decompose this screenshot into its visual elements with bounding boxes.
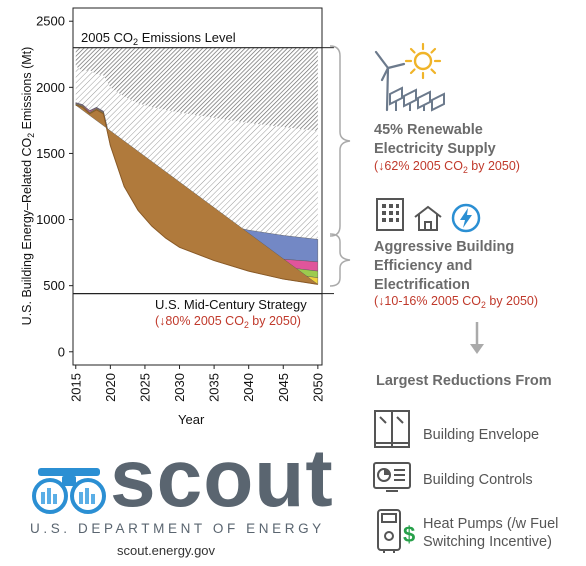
- heat-pumps-label-2: Switching Incentive): [423, 534, 552, 550]
- building-heading-2: Efficiency and: [374, 258, 473, 274]
- renewable-heading-1: 45% Renewable: [374, 122, 483, 138]
- bracket-renewable: [329, 45, 351, 237]
- y-tick-label: 0: [58, 344, 65, 359]
- svg-text:$: $: [403, 522, 415, 547]
- logo-org: U.S. DEPARTMENT OF ENERGY: [30, 521, 325, 536]
- building-heading-1: Aggressive Building: [374, 239, 515, 255]
- y-tick-label: 1000: [36, 212, 65, 227]
- x-tick-label: 2035: [207, 373, 222, 402]
- x-tick-label: 2025: [137, 373, 152, 402]
- controls-icon: [373, 462, 411, 492]
- x-tick-label: 2030: [172, 373, 187, 402]
- building-envelope-label: Building Envelope: [423, 427, 540, 443]
- y-tick-label: 2000: [36, 80, 65, 95]
- binoculars-logo-icon: [32, 468, 106, 514]
- heat-pumps-label-1: Heat Pumps (/w Fuel: [423, 516, 559, 532]
- logo-url: scout.energy.gov: [117, 543, 216, 558]
- x-tick-label: 2040: [241, 373, 256, 402]
- wind-turbine-icon: [374, 50, 406, 112]
- renewable-reduction: (↓62% 2005 CO2 by 2050): [374, 159, 520, 175]
- x-tick-label: 2020: [103, 373, 118, 402]
- y-axis-label: U.S. Building Energy–Related CO2 Emissio…: [20, 46, 36, 326]
- baseline-line: [75, 104, 318, 285]
- window-icon: [374, 410, 410, 448]
- bracket-building: [329, 233, 351, 287]
- house-icon: [414, 205, 442, 231]
- ref-midcentury-label: U.S. Mid-Century Strategy: [155, 297, 307, 312]
- x-tick-label: 2045: [276, 373, 291, 402]
- x-axis-label: Year: [178, 412, 205, 427]
- largest-reductions-heading: Largest Reductions From: [376, 373, 552, 389]
- x-tick-label: 2015: [68, 373, 83, 402]
- y-tick-label: 500: [43, 278, 65, 293]
- plot-frame: [72, 7, 323, 366]
- electricity-bolt-icon: [451, 203, 481, 233]
- sun-icon: [404, 42, 442, 80]
- renewable-heading-2: Electricity Supply: [374, 141, 496, 157]
- ref-2005-label: 2005 CO2 Emissions Level: [81, 30, 236, 47]
- x-tick-label: 2050: [310, 373, 325, 402]
- y-tick-label: 1500: [36, 146, 65, 161]
- logo-wordmark: scout: [110, 433, 334, 524]
- ref-midcentury-sub: (↓80% 2005 CO2 by 2050): [155, 314, 301, 330]
- heat-pump-icon: $: [377, 509, 415, 553]
- building-heading-3: Electrification: [374, 277, 470, 293]
- y-tick-label: 2500: [36, 14, 65, 29]
- remaining-emissions-band: [75, 47, 318, 131]
- series-area-5: [75, 66, 318, 240]
- down-arrow-icon: [470, 322, 484, 354]
- solar-panels-icon: [389, 86, 445, 112]
- building-reduction: (↓10-16% 2005 CO2 by 2050): [374, 294, 539, 310]
- office-building-icon: [376, 198, 404, 231]
- building-controls-label: Building Controls: [423, 472, 533, 488]
